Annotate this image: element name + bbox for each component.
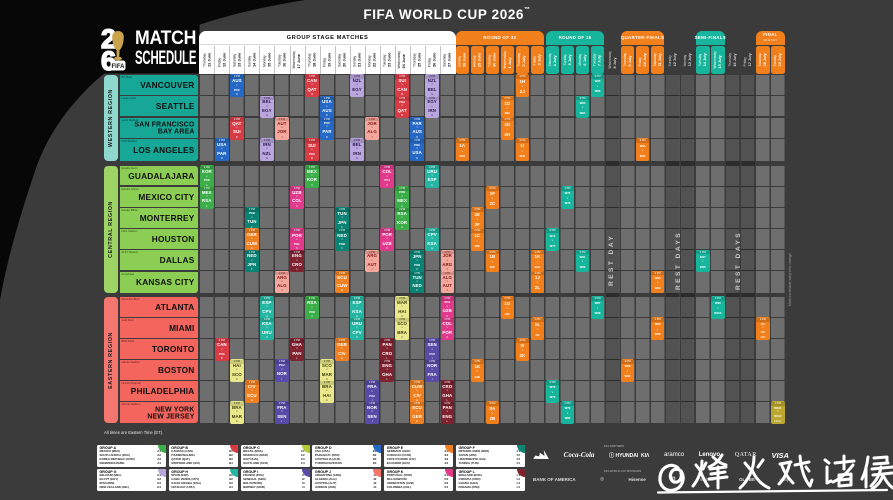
svg-text:FIFA: FIFA xyxy=(112,64,126,70)
